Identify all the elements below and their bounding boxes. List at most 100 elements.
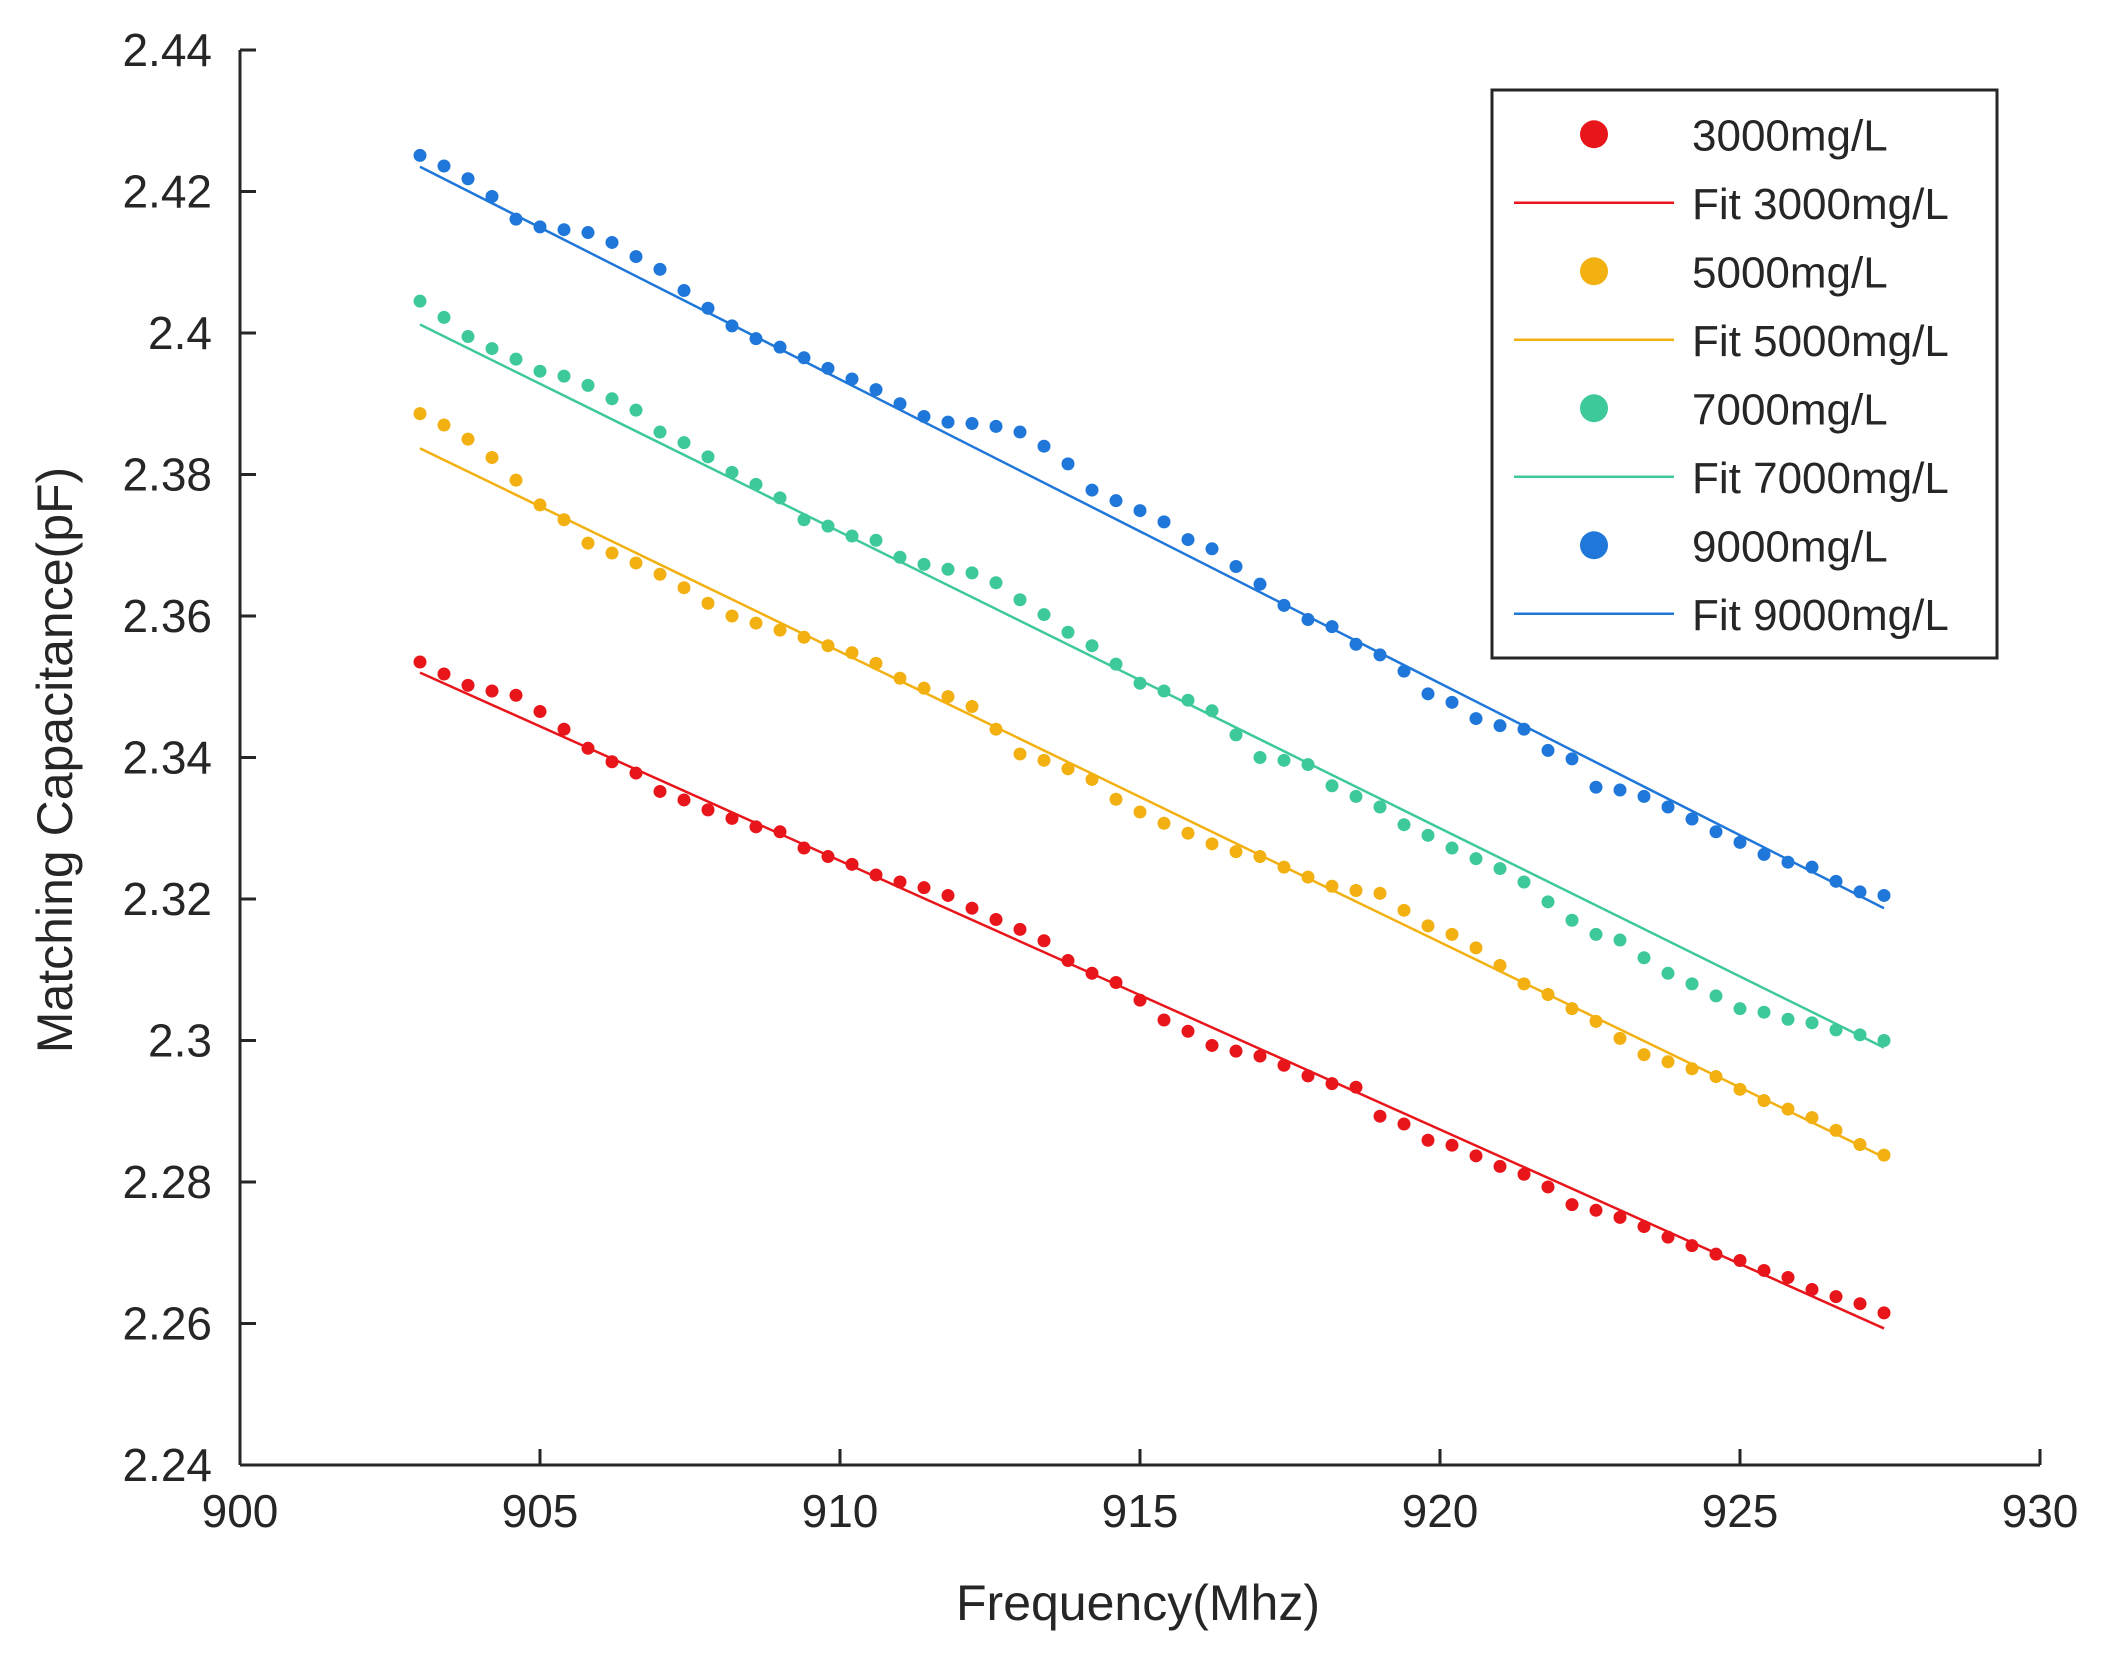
- data-point-7000mg-l: [1541, 895, 1555, 909]
- data-point-7000mg-l: [1229, 728, 1243, 742]
- data-point-5000mg-l: [773, 623, 787, 637]
- data-point-3000mg-l: [1397, 1117, 1411, 1131]
- data-point-5000mg-l: [1229, 845, 1243, 859]
- data-point-9000mg-l: [1733, 835, 1747, 849]
- data-point-9000mg-l: [1613, 783, 1627, 797]
- legend: 3000mg/L Fit 3000mg/L 5000mg/L Fit 5000mg/L…: [1490, 88, 1999, 660]
- data-point-9000mg-l: [437, 159, 451, 173]
- data-point-5000mg-l: [509, 473, 523, 487]
- data-point-5000mg-l: [965, 700, 979, 714]
- data-point-3000mg-l: [1589, 1203, 1603, 1217]
- data-point-9000mg-l: [1637, 789, 1651, 803]
- data-point-5000mg-l: [1133, 805, 1147, 819]
- data-point-9000mg-l: [605, 235, 619, 249]
- data-point-9000mg-l: [1205, 542, 1219, 556]
- data-point-3000mg-l: [1157, 1013, 1171, 1027]
- data-point-5000mg-l: [413, 407, 427, 421]
- series-3000mg-l: [413, 655, 1891, 1320]
- data-point-7000mg-l: [1421, 828, 1435, 842]
- x-axis-label: Frequency(Mhz): [956, 1575, 1320, 1631]
- data-point-7000mg-l: [1445, 841, 1459, 855]
- data-point-7000mg-l: [581, 378, 595, 392]
- data-point-3000mg-l: [1517, 1167, 1531, 1181]
- data-point-3000mg-l: [1229, 1044, 1243, 1058]
- data-point-7000mg-l: [1565, 913, 1579, 927]
- data-point-7000mg-l: [869, 533, 883, 547]
- data-point-5000mg-l: [1637, 1048, 1651, 1062]
- data-point-5000mg-l: [701, 596, 715, 610]
- y-tick-label: 2.4: [148, 307, 212, 359]
- data-point-9000mg-l: [1757, 847, 1771, 861]
- data-point-7000mg-l: [965, 566, 979, 580]
- legend-label-fit-9000mg-l: Fit 9000mg/L: [1692, 591, 1949, 640]
- data-point-7000mg-l: [653, 425, 667, 439]
- data-point-7000mg-l: [413, 294, 427, 308]
- data-point-9000mg-l: [1541, 743, 1555, 757]
- data-point-9000mg-l: [1133, 504, 1147, 518]
- data-point-3000mg-l: [1445, 1138, 1459, 1152]
- data-point-9000mg-l: [629, 250, 643, 264]
- x-tick-label: 910: [802, 1485, 879, 1537]
- data-point-5000mg-l: [437, 418, 451, 432]
- data-point-3000mg-l: [965, 901, 979, 915]
- x-tick-label: 905: [502, 1485, 579, 1537]
- data-point-3000mg-l: [1853, 1297, 1867, 1311]
- data-point-5000mg-l: [629, 556, 643, 570]
- data-point-7000mg-l: [605, 392, 619, 406]
- data-point-7000mg-l: [1493, 862, 1507, 876]
- data-point-9000mg-l: [1037, 439, 1051, 453]
- data-point-9000mg-l: [1013, 425, 1027, 439]
- data-point-9000mg-l: [965, 417, 979, 431]
- data-point-5000mg-l: [1397, 903, 1411, 917]
- data-point-3000mg-l: [485, 684, 499, 698]
- data-point-5000mg-l: [653, 567, 667, 581]
- data-point-9000mg-l: [1421, 687, 1435, 701]
- fit-line-fit-9000mg-l: [419, 165, 1885, 910]
- data-point-9000mg-l: [1109, 494, 1123, 508]
- data-point-9000mg-l: [1877, 888, 1891, 902]
- data-point-3000mg-l: [1685, 1239, 1699, 1253]
- data-point-9000mg-l: [797, 351, 811, 365]
- data-point-5000mg-l: [725, 609, 739, 623]
- data-point-7000mg-l: [1349, 789, 1363, 803]
- data-point-3000mg-l: [533, 705, 547, 719]
- data-point-3000mg-l: [1421, 1133, 1435, 1147]
- data-point-9000mg-l: [653, 262, 667, 276]
- data-point-3000mg-l: [941, 888, 955, 902]
- y-tick-label: 2.26: [122, 1298, 212, 1350]
- legend-marker-7000mg-l: [1580, 394, 1608, 423]
- data-point-7000mg-l: [461, 330, 475, 344]
- data-point-9000mg-l: [1493, 719, 1507, 733]
- x-tick-label: 920: [1402, 1485, 1479, 1537]
- data-point-7000mg-l: [941, 562, 955, 576]
- data-point-3000mg-l: [1181, 1024, 1195, 1038]
- y-tick-label: 2.28: [122, 1156, 212, 1208]
- data-point-7000mg-l: [701, 450, 715, 464]
- data-point-7000mg-l: [533, 364, 547, 378]
- data-point-5000mg-l: [485, 451, 499, 465]
- data-point-3000mg-l: [1205, 1038, 1219, 1052]
- data-point-7000mg-l: [1685, 977, 1699, 991]
- data-point-7000mg-l: [1469, 852, 1483, 866]
- data-point-7000mg-l: [917, 557, 931, 571]
- data-point-7000mg-l: [1637, 951, 1651, 965]
- data-point-3000mg-l: [461, 678, 475, 692]
- legend-label-9000mg-l: 9000mg/L: [1692, 522, 1888, 571]
- data-point-5000mg-l: [1013, 747, 1027, 761]
- x-tick-label: 925: [1702, 1485, 1779, 1537]
- y-tick-label: 2.24: [122, 1439, 212, 1491]
- data-point-5000mg-l: [1109, 792, 1123, 806]
- data-point-5000mg-l: [461, 432, 475, 446]
- data-point-7000mg-l: [1277, 753, 1291, 767]
- legend-label-fit-7000mg-l: Fit 7000mg/L: [1692, 454, 1949, 503]
- legend-label-fit-3000mg-l: Fit 3000mg/L: [1692, 180, 1949, 229]
- data-point-3000mg-l: [1613, 1210, 1627, 1224]
- data-point-3000mg-l: [437, 667, 451, 681]
- data-point-7000mg-l: [1805, 1016, 1819, 1030]
- data-point-9000mg-l: [557, 223, 571, 237]
- y-tick-label: 2.44: [122, 24, 212, 76]
- data-point-3000mg-l: [1037, 934, 1051, 948]
- data-point-3000mg-l: [677, 793, 691, 807]
- data-point-5000mg-l: [1613, 1031, 1627, 1045]
- data-point-9000mg-l: [1253, 577, 1267, 591]
